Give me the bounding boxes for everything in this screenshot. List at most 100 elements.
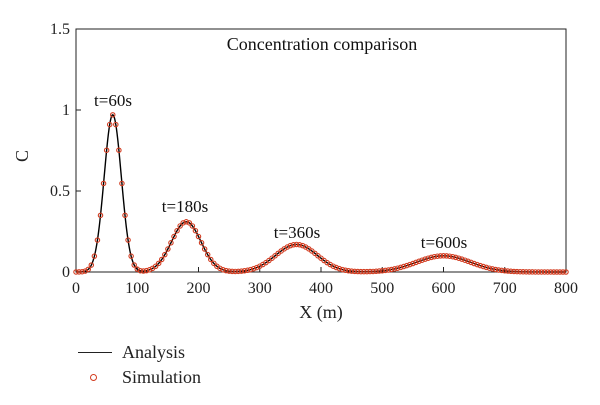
simulation-point: [348, 268, 355, 274]
simulation-point: [351, 268, 358, 275]
simulation-point: [131, 262, 137, 268]
simulation-point: [364, 268, 370, 275]
simulation-point: [79, 268, 85, 275]
simulation-point: [477, 262, 483, 269]
y-axis-label: C: [12, 150, 32, 162]
simulation-point: [165, 246, 171, 252]
simulation-point: [162, 251, 168, 258]
simulation-point: [367, 268, 373, 275]
simulation-point: [250, 265, 257, 272]
simulation-point: [91, 253, 98, 259]
simulation-point: [471, 260, 477, 267]
simulation-point: [211, 260, 217, 267]
simulation-point: [459, 256, 465, 262]
simulation-point: [198, 240, 205, 246]
simulation-point: [452, 254, 459, 261]
simulation-point: [244, 267, 251, 274]
simulation-point: [88, 262, 95, 268]
annotation-t180: t=180s: [162, 197, 208, 216]
simulation-point: [428, 254, 434, 261]
simulation-point: [511, 268, 517, 275]
simulation-point: [137, 267, 144, 274]
x-tick-label: 200: [187, 280, 211, 297]
simulation-point: [247, 266, 254, 273]
simulation-point: [492, 266, 499, 273]
simulation-point: [541, 269, 548, 275]
simulation-point: [339, 266, 346, 273]
simulation-point: [483, 264, 490, 271]
analysis-curve: [76, 114, 566, 273]
y-tick-label: 0: [62, 264, 70, 281]
simulation-point: [557, 269, 563, 275]
simulation-point: [330, 263, 336, 269]
simulation-point: [446, 253, 453, 259]
simulation-point: [226, 268, 232, 274]
simulation-point: [128, 253, 134, 259]
simulation-point: [410, 260, 416, 267]
simulation-point: [550, 269, 557, 275]
x-tick-label: 0: [72, 280, 80, 297]
simulation-point: [361, 268, 367, 275]
simulation-point: [140, 268, 147, 274]
simulation-point: [385, 267, 392, 273]
simulation-point: [495, 267, 502, 273]
simulation-point: [440, 253, 447, 259]
simulation-point: [103, 147, 110, 153]
simulation-point: [388, 266, 395, 273]
simulation-point: [155, 260, 162, 267]
annotation-t60: t=60s: [94, 91, 132, 110]
simulation-point: [97, 212, 104, 219]
simulation-point: [232, 268, 239, 275]
simulation-point: [201, 246, 208, 252]
simulation-point: [208, 256, 214, 263]
x-tick-label: 100: [125, 280, 149, 297]
simulation-point: [287, 242, 294, 249]
simulation-point: [296, 242, 303, 248]
simulation-point: [456, 255, 462, 261]
simulation-point: [290, 242, 297, 248]
simulation-point: [299, 242, 306, 249]
simulation-point: [192, 227, 199, 234]
simulation-point: [220, 266, 226, 273]
simulation-point: [204, 251, 211, 258]
simulation-point: [419, 257, 425, 263]
simulation-point: [345, 268, 352, 274]
x-tick-label: 800: [554, 280, 578, 297]
simulation-point: [85, 266, 92, 273]
simulation-point: [106, 121, 113, 128]
plot-area: [75, 28, 567, 273]
simulation-point: [229, 268, 235, 275]
annotation-t600: t=600s: [421, 233, 467, 252]
simulation-point: [554, 269, 560, 275]
simulation-point: [171, 233, 177, 240]
simulation-point: [174, 227, 180, 234]
simulation-point: [253, 264, 260, 271]
simulation-point: [94, 237, 101, 243]
simulation-point: [535, 269, 542, 275]
simulation-point: [119, 180, 125, 187]
simulation-point: [489, 266, 496, 272]
simulation-point: [373, 268, 379, 275]
simulation-point: [560, 269, 566, 275]
x-tick-label: 600: [432, 280, 456, 297]
simulation-point: [358, 268, 364, 275]
annotation-t360: t=360s: [274, 223, 320, 242]
simulation-point: [532, 269, 539, 275]
simulation-point: [517, 268, 523, 275]
simulation-point: [177, 223, 183, 229]
simulation-point: [407, 261, 413, 268]
simulation-point: [189, 223, 196, 229]
legend-label-analysis: Analysis: [122, 342, 185, 362]
simulation-point: [468, 259, 474, 266]
simulation-point: [376, 268, 382, 274]
simulation-point: [416, 258, 422, 265]
y-tick-label: 1: [62, 102, 70, 119]
simulation-point: [370, 268, 376, 275]
simulation-point: [474, 261, 480, 268]
simulation-point: [186, 220, 193, 226]
simulation-point: [76, 269, 82, 275]
simulation-point: [125, 237, 131, 243]
simulation-point: [425, 255, 431, 261]
x-tick-label: 700: [493, 280, 517, 297]
simulation-point: [143, 267, 150, 274]
